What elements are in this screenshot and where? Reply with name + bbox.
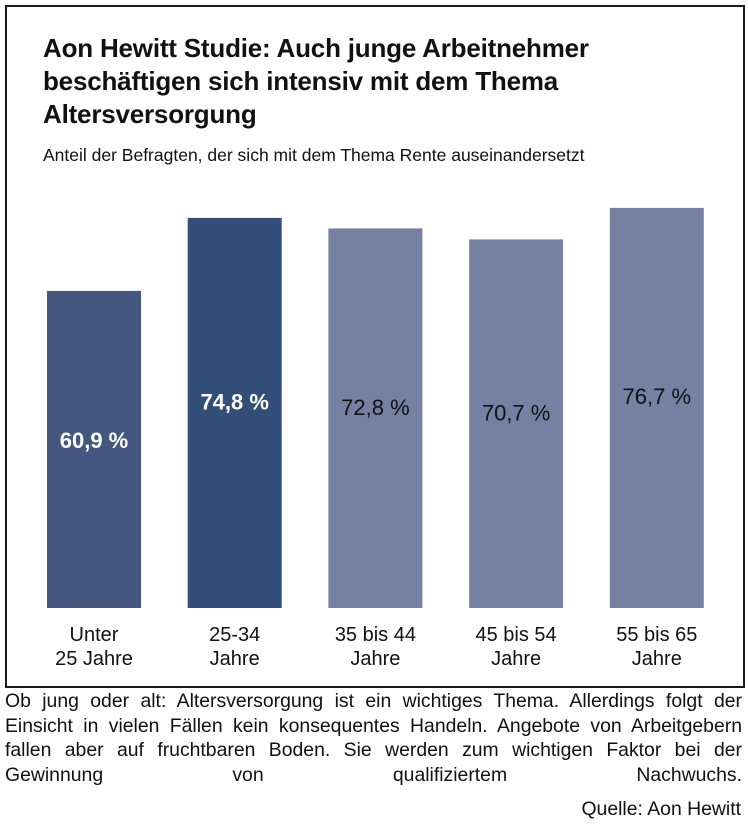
bar-3 xyxy=(328,228,423,608)
chart-subtitle: Anteil der Befragten, der sich mit dem T… xyxy=(43,145,585,165)
value-label-1: 60,9 % xyxy=(60,428,129,453)
bar-1 xyxy=(47,290,141,608)
category-label-2-line-1: 25-34 xyxy=(209,624,260,646)
category-label-5-line-2: Jahre xyxy=(632,648,682,670)
category-label-2-line-2: Jahre xyxy=(210,648,260,670)
category-label-3-line-2: Jahre xyxy=(350,648,400,670)
bar-2 xyxy=(187,217,282,608)
value-label-2: 74,8 % xyxy=(200,389,269,414)
category-label-3-line-1: 35 bis 44 xyxy=(335,624,416,646)
value-labels-group: 60,9 % 74,8 % 72,8 % 70,7 % 76,7 % xyxy=(60,384,691,453)
value-label-5: 76,7 % xyxy=(623,384,692,409)
chart-frame xyxy=(5,5,745,688)
value-label-3: 72,8 % xyxy=(341,395,410,420)
category-label-4-line-2: Jahre xyxy=(491,648,541,670)
chart-title: Aon Hewitt Studie: Auch junge Arbeitnehm… xyxy=(43,33,589,129)
caption-text: Ob jung oder alt: Altersversorgung ist e… xyxy=(5,690,742,786)
value-label-4: 70,7 % xyxy=(482,401,551,426)
bar-5 xyxy=(609,207,704,608)
source-note: Quelle: Aon Hewitt xyxy=(581,798,741,820)
category-label-1-line-1: Unter xyxy=(70,624,119,646)
category-label-1-line-2: 25 Jahre xyxy=(55,648,133,670)
bars-group xyxy=(47,207,704,608)
category-label-4-line-1: 45 bis 54 xyxy=(476,624,557,646)
category-label-5-line-1: 55 bis 65 xyxy=(616,624,697,646)
bar-4 xyxy=(469,239,564,608)
